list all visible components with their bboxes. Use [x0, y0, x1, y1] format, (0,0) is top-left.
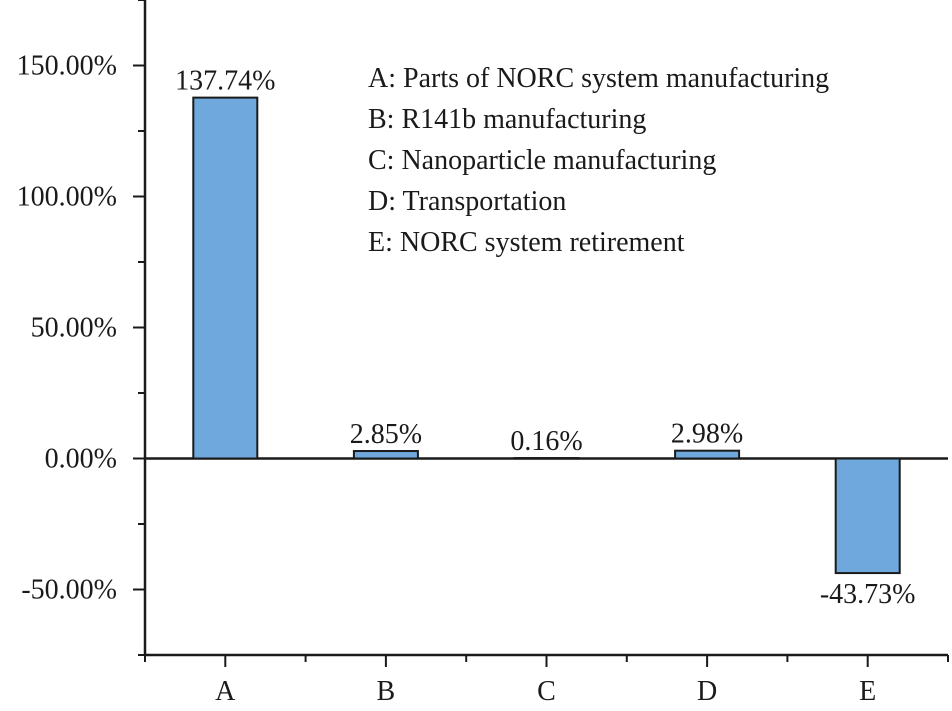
bar-c — [513, 457, 580, 460]
y-tick-label: -50.00% — [21, 575, 117, 606]
bar-a — [192, 96, 259, 460]
y-tick-label: 100.00% — [17, 182, 117, 213]
y-tick-label: 150.00% — [17, 51, 117, 82]
legend-entry: C: Nanoparticle manufacturing — [368, 145, 716, 176]
legend-entry: E: NORC system retirement — [368, 227, 685, 258]
y-tick-label: 50.00% — [31, 313, 117, 344]
axes: -50.00% 0.00% 50.00% 100.00% 150.00% A B C D E — [17, 0, 949, 707]
data-label-a: 137.74% — [175, 66, 275, 97]
legend-entry: A: Parts of NORC system manufacturing — [368, 63, 829, 94]
data-label-d: 2.98% — [671, 419, 743, 450]
legend-entry: D: Transportation — [368, 186, 566, 217]
x-tick-label: E — [859, 676, 876, 707]
x-tick-label: D — [697, 676, 717, 707]
bar-b — [352, 450, 419, 460]
x-tick-label: A — [215, 676, 236, 707]
x-tick-label: B — [377, 676, 396, 707]
data-label-c: 0.16% — [510, 426, 582, 457]
bar-d — [674, 449, 741, 460]
data-labels: 137.74% 2.85% 0.16% 2.98% -43.73% — [175, 66, 915, 610]
data-label-b: 2.85% — [350, 419, 422, 450]
x-tick-label: C — [537, 676, 556, 707]
y-tick-label: 0.00% — [45, 444, 117, 475]
bar-e — [834, 457, 901, 575]
legend: A: Parts of NORC system manufacturing B: … — [368, 63, 829, 258]
legend-entry: B: R141b manufacturing — [368, 104, 646, 135]
data-label-e: -43.73% — [820, 579, 916, 610]
bars — [192, 96, 901, 575]
